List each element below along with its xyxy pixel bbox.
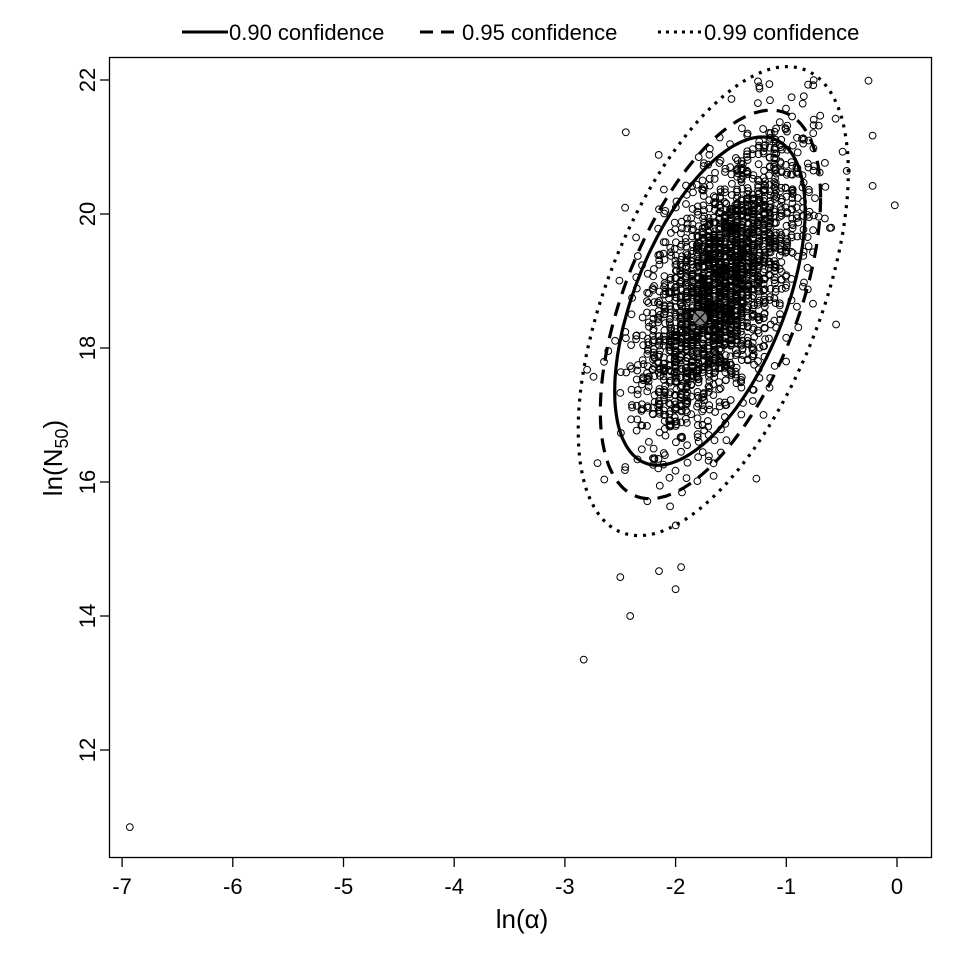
legend-item-090: 0.90 confidence bbox=[182, 20, 384, 45]
outlier-point bbox=[655, 567, 663, 575]
x-tick-label: -6 bbox=[223, 874, 243, 899]
outlier-point bbox=[579, 655, 588, 664]
outlier-point bbox=[621, 128, 630, 137]
confidence-ellipse-0.9 bbox=[613, 135, 807, 467]
outlier-point bbox=[125, 823, 134, 831]
outlier-point bbox=[832, 320, 840, 329]
outlier-point bbox=[890, 201, 899, 210]
x-axis-title: ln(α) bbox=[496, 904, 549, 934]
y-tick-label: 14 bbox=[75, 604, 100, 628]
y-axis-title-main: ln(N bbox=[38, 449, 68, 497]
outlier-point bbox=[752, 474, 761, 483]
y-axis-title-close: ) bbox=[38, 420, 68, 429]
outlier-point bbox=[671, 585, 680, 594]
outlier-point bbox=[868, 131, 877, 140]
outlier-point bbox=[626, 612, 635, 620]
outlier-point bbox=[616, 573, 625, 581]
plot-frame bbox=[108, 56, 933, 859]
confidence-ellipse-0.95 bbox=[598, 108, 823, 501]
y-axis-title-sub: 50 bbox=[52, 428, 72, 448]
y-tick-label: 16 bbox=[75, 470, 100, 494]
x-tick-label: -2 bbox=[666, 874, 686, 899]
legend-label-099: 0.99 confidence bbox=[704, 20, 859, 45]
y-tick-label: 12 bbox=[75, 738, 100, 762]
legend-item-099: 0.99 confidence bbox=[658, 20, 859, 45]
outlier-point bbox=[868, 182, 877, 190]
outlier-point bbox=[677, 563, 685, 571]
scatter-points bbox=[125, 76, 899, 831]
x-tick-label: -7 bbox=[112, 874, 132, 899]
x-tick-label: -4 bbox=[444, 874, 464, 899]
y-tick-label: 20 bbox=[75, 202, 100, 226]
legend: 0.90 confidence 0.95 confidence 0.99 con… bbox=[182, 20, 859, 45]
legend-label-090: 0.90 confidence bbox=[229, 20, 384, 45]
x-tick-label: 0 bbox=[891, 874, 903, 899]
legend-label-095: 0.95 confidence bbox=[462, 20, 617, 45]
x-tick-label: -1 bbox=[777, 874, 797, 899]
y-tick-label: 22 bbox=[75, 68, 100, 92]
point-estimate-marker bbox=[692, 310, 707, 325]
svg-text:ln(N50): ln(N50) bbox=[38, 420, 72, 496]
y-tick-label: 18 bbox=[75, 336, 100, 360]
y-axis: 12 14 16 18 20 22 bbox=[75, 68, 110, 762]
y-axis-title: ln(N50) bbox=[38, 420, 72, 496]
legend-item-095: 0.95 confidence bbox=[420, 20, 617, 45]
x-tick-label: -5 bbox=[334, 874, 354, 899]
confidence-ellipses bbox=[576, 64, 850, 538]
x-tick-label: -3 bbox=[555, 874, 575, 899]
x-axis: -7 -6 -5 -4 -3 -2 -1 0 bbox=[112, 858, 903, 899]
